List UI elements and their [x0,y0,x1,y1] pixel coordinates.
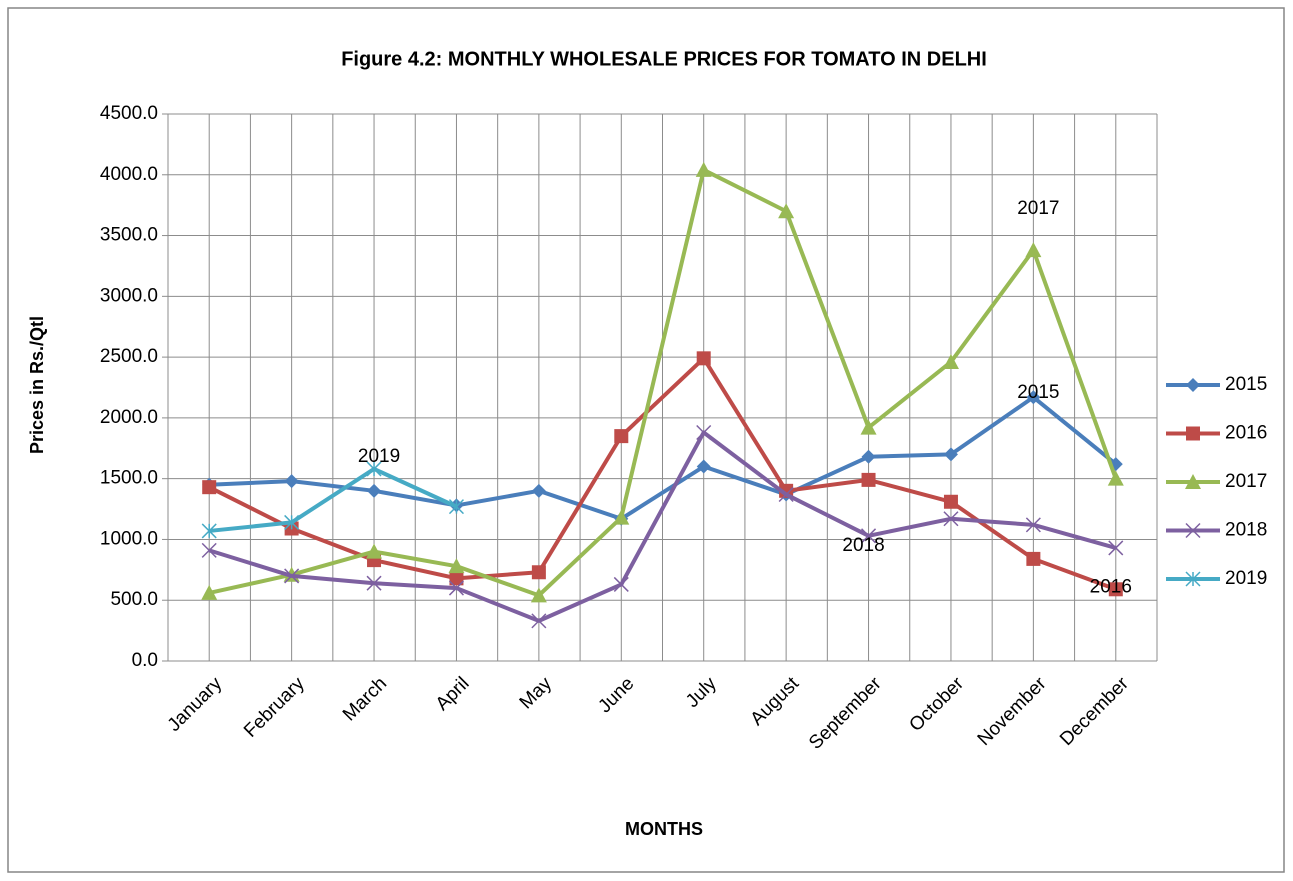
y-tick-label: 1500.0 [100,468,158,489]
marker [201,584,218,600]
marker [284,568,300,584]
series-line [209,395,1118,521]
marker [366,543,383,559]
y-tick-label: 500.0 [110,589,158,610]
marker [614,429,629,444]
y-tick-label: 2000.0 [100,407,158,428]
legend-label: 2018 [1225,520,1267,541]
series-line [208,167,1118,598]
marker [696,459,711,474]
marker [366,461,382,477]
marker [531,483,546,498]
marker [284,474,299,489]
y-tick-label: 3000.0 [100,285,158,306]
marker [201,542,217,558]
chart-border [7,7,1285,873]
marker [943,511,959,527]
y-tick-label: 0.0 [132,650,158,671]
marker [943,494,958,509]
marker [531,613,547,629]
marker [1025,517,1041,533]
marker [943,447,958,462]
marker [696,424,712,441]
marker [531,565,546,580]
marker [448,580,464,596]
marker [448,499,464,515]
marker [695,161,712,177]
marker [1025,242,1042,258]
marker [201,523,217,539]
series-line [208,430,1117,623]
legend-label: 2015 [1225,374,1267,395]
y-tick-label: 4500.0 [100,103,158,124]
marker [530,587,547,603]
series-line [209,466,458,533]
marker [1026,390,1041,405]
marker [202,480,217,495]
marker [284,514,300,530]
marker [778,486,794,502]
marker [1185,571,1201,587]
marker [613,576,629,592]
data-label: 2018 [842,535,884,556]
marker [1108,582,1123,597]
marker [860,419,877,435]
marker [448,558,465,574]
y-tick-label: 2500.0 [100,346,158,367]
data-label: 2017 [1017,198,1059,219]
marker [1185,522,1201,539]
marker [861,528,877,544]
y-tick-label: 3500.0 [100,225,158,246]
marker [942,353,959,369]
marker [1185,474,1201,489]
y-tick-label: 1000.0 [100,528,158,549]
legend-label: 2019 [1225,568,1267,589]
chart-title: Figure 4.2: MONTHLY WHOLESALE PRICES FOR… [341,48,987,70]
marker [861,472,876,487]
data-label: 2016 [1090,576,1132,597]
legend-label: 2017 [1225,471,1267,492]
marker [1186,426,1200,441]
marker [1186,378,1200,392]
y-tick-label: 4000.0 [100,164,158,185]
y-axis-label: Prices in Rs./Qtl [27,316,47,454]
marker [696,351,711,366]
marker [367,483,382,498]
data-label: 2019 [358,446,400,467]
marker [778,203,795,219]
marker [449,571,464,586]
marker [1026,551,1041,566]
x-axis-label: MONTHS [625,819,703,839]
marker [366,575,382,591]
marker [861,449,876,464]
data-label: 2015 [1017,382,1059,403]
marker [613,509,630,525]
legend-label: 2016 [1225,423,1267,444]
marker [1107,470,1124,486]
marker [1108,540,1124,556]
